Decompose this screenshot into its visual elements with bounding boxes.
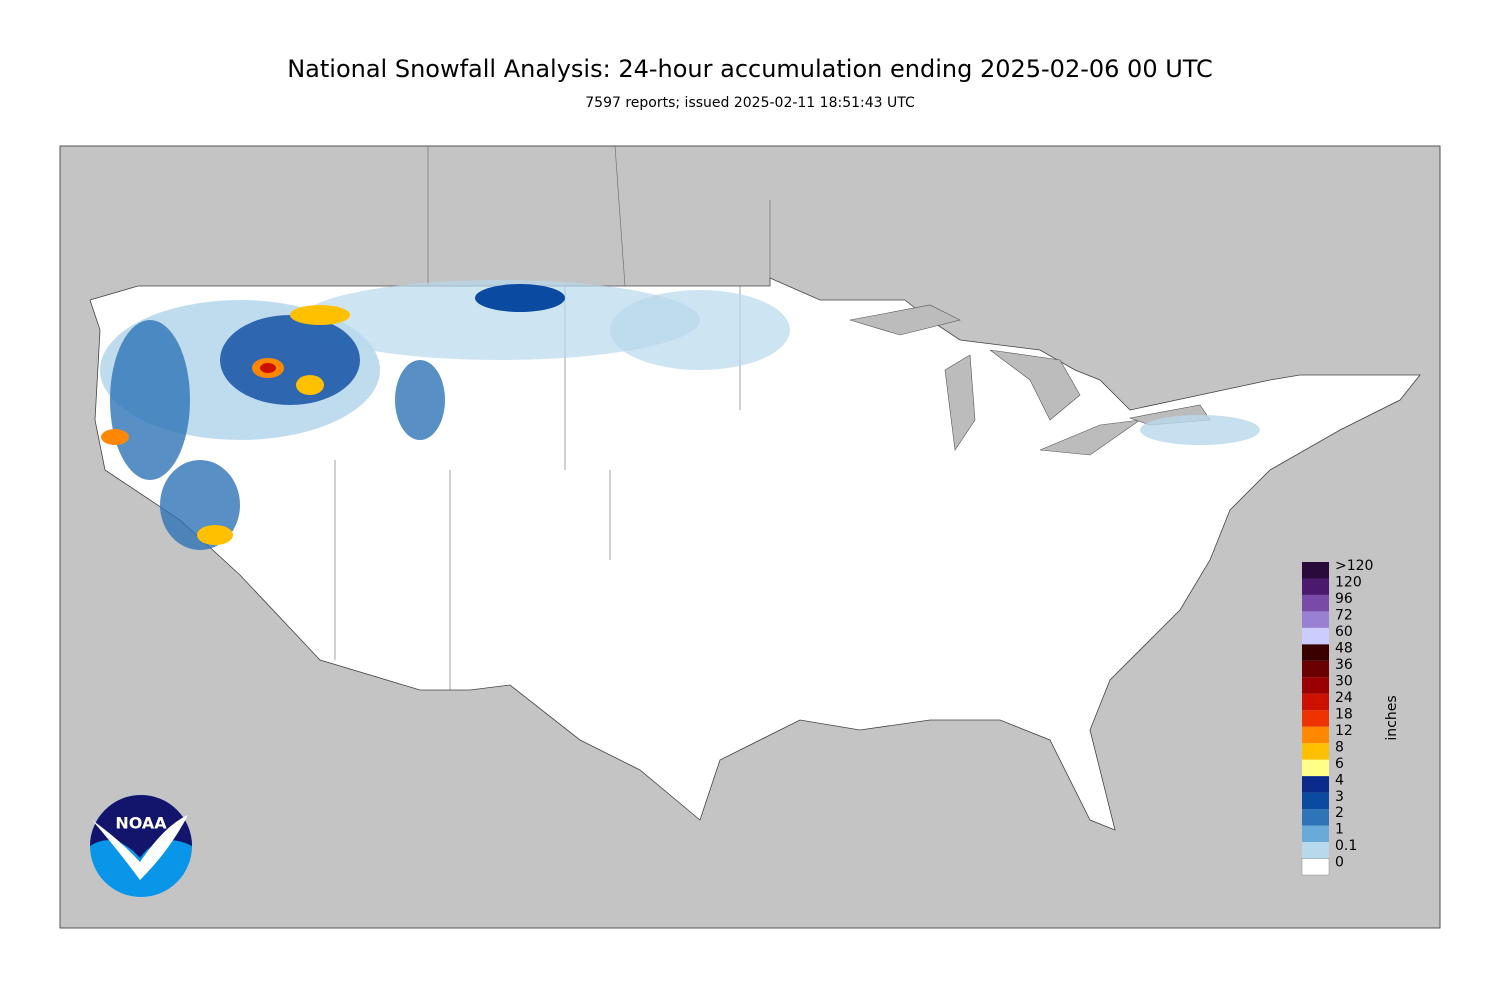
legend-label: 12 [1335, 723, 1353, 739]
legend-swatch [1302, 677, 1329, 694]
legend-label: 120 [1335, 575, 1362, 591]
legend-label: 0 [1335, 855, 1344, 871]
legend-swatch [1302, 825, 1329, 843]
legend-unit: inches [1384, 695, 1400, 740]
legend-swatch [1302, 726, 1329, 744]
legend-swatch [1302, 809, 1329, 826]
legend-label: 36 [1335, 657, 1353, 673]
legend-label: 18 [1335, 706, 1353, 722]
legend-label: 48 [1335, 640, 1353, 656]
legend-label: 60 [1335, 624, 1353, 640]
legend-label: 3 [1335, 789, 1344, 805]
legend-label: 24 [1335, 690, 1353, 706]
logo-text: NOAA [115, 814, 167, 833]
legend-swatch [1302, 562, 1329, 579]
legend-swatch [1302, 710, 1329, 727]
legend-swatch [1302, 792, 1329, 810]
legend-label: 96 [1335, 591, 1353, 607]
legend-label: 6 [1335, 756, 1344, 772]
legend-swatch [1302, 842, 1329, 859]
legend-swatch [1302, 611, 1329, 628]
legend-swatch [1302, 594, 1329, 612]
noaa-logo: NOAA [90, 795, 192, 897]
legend-label: >120 [1335, 558, 1373, 574]
legend-label: 4 [1335, 772, 1344, 788]
map-subtitle: 7597 reports; issued 2025-02-11 18:51:43… [585, 95, 915, 111]
legend-swatch [1302, 693, 1329, 711]
legend: inches >1201209672604836302418128643210.… [1301, 558, 1400, 876]
legend-swatch [1302, 627, 1329, 645]
legend-swatch [1302, 776, 1329, 793]
legend-swatch [1301, 858, 1330, 876]
legend-swatch [1302, 660, 1329, 678]
map [59, 145, 1441, 929]
map-title: National Snowfall Analysis: 24-hour accu… [287, 55, 1213, 83]
snowfall-areas [100, 280, 1260, 550]
legend-swatch [1302, 644, 1329, 661]
legend-swatch [1302, 578, 1329, 595]
legend-label: 0.1 [1335, 838, 1357, 854]
legend-label: 30 [1335, 673, 1353, 689]
legend-label: 8 [1335, 739, 1344, 755]
legend-swatch [1302, 743, 1329, 760]
legend-label: 2 [1335, 805, 1344, 821]
legend-label: 72 [1335, 608, 1353, 624]
legend-label: 1 [1335, 822, 1344, 838]
legend-swatch [1302, 759, 1329, 777]
